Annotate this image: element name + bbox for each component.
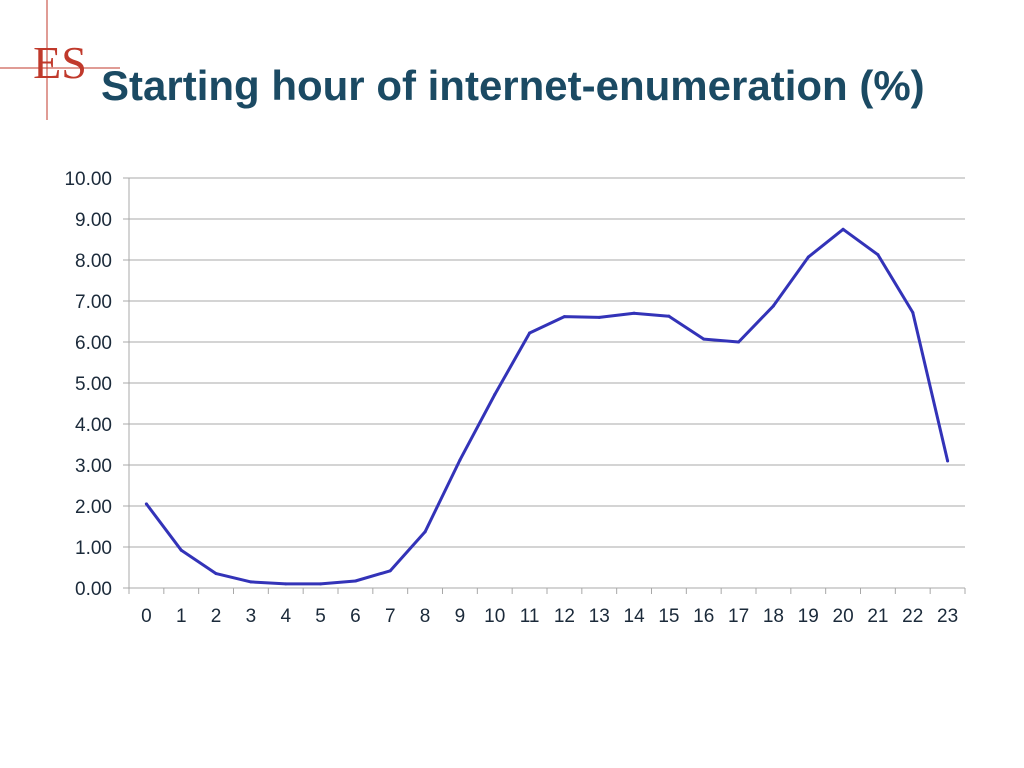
y-tick-label: 9.00 [75,210,112,231]
y-tick-label: 7.00 [75,292,112,313]
data-point [911,310,915,314]
data-point [423,530,427,534]
data-point [144,502,148,506]
series-line [144,227,950,586]
y-tick-label: 3.00 [75,456,112,477]
data-point [528,331,532,335]
page-title: Starting hour of internet-enumeration (%… [101,62,925,109]
line-chart: 0.00 1.00 2.00 3.00 4.00 5.00 6.00 7.00 8.00 9.00… [64,169,966,627]
data-point [806,255,810,259]
logo: ES [0,0,120,120]
x-tick-label: 5 [315,606,326,627]
data-point [632,311,636,315]
data-point [562,315,566,319]
data-point [737,340,741,344]
y-tick-label: 1.00 [75,538,112,559]
x-tick-label: 21 [867,606,888,627]
data-point [249,580,253,584]
y-tick-label: 6.00 [75,333,112,354]
x-tick-label: 17 [728,606,749,627]
data-point [388,569,392,573]
x-tick-label: 6 [350,606,361,627]
y-tick-label: 5.00 [75,374,112,395]
x-tick-label: 20 [833,606,854,627]
y-tick-label: 2.00 [75,497,112,518]
data-point [841,227,845,231]
x-tick-label: 16 [693,606,714,627]
data-point [946,459,950,463]
data-point [702,337,706,341]
x-tick-label: 14 [624,606,646,627]
logo-text: ES [33,37,87,88]
x-tick-label: 3 [246,606,257,627]
y-tick-label: 4.00 [75,415,112,436]
data-point [284,582,288,586]
x-tick-label: 11 [520,606,540,627]
x-tick-label: 7 [385,606,396,627]
x-tick-label: 15 [658,606,679,627]
y-tick-label: 8.00 [75,251,112,272]
x-tick-label: 2 [211,606,222,627]
x-tick-label: 19 [798,606,819,627]
data-point [667,314,671,318]
data-point [876,253,880,257]
x-tick-label: 8 [420,606,431,627]
data-point [319,582,323,586]
data-point [458,458,462,462]
x-tick-label: 1 [176,606,187,627]
x-tick-label: 4 [280,606,291,627]
x-tick-label: 23 [937,606,958,627]
x-tick-label: 18 [763,606,784,627]
y-tick-label: 0.00 [75,579,112,600]
x-tick-label: 9 [455,606,466,627]
data-point [771,304,775,308]
data-point [214,572,218,576]
x-tick-label: 12 [554,606,575,627]
y-tick-label: 10.00 [64,169,112,190]
x-tick-label: 10 [484,606,505,627]
data-point [353,579,357,583]
data-point [179,548,183,552]
x-tick-label: 0 [141,606,152,627]
x-tick-label: 22 [902,606,923,627]
data-point [493,392,497,396]
data-point [597,315,601,319]
x-tick-label: 13 [589,606,610,627]
